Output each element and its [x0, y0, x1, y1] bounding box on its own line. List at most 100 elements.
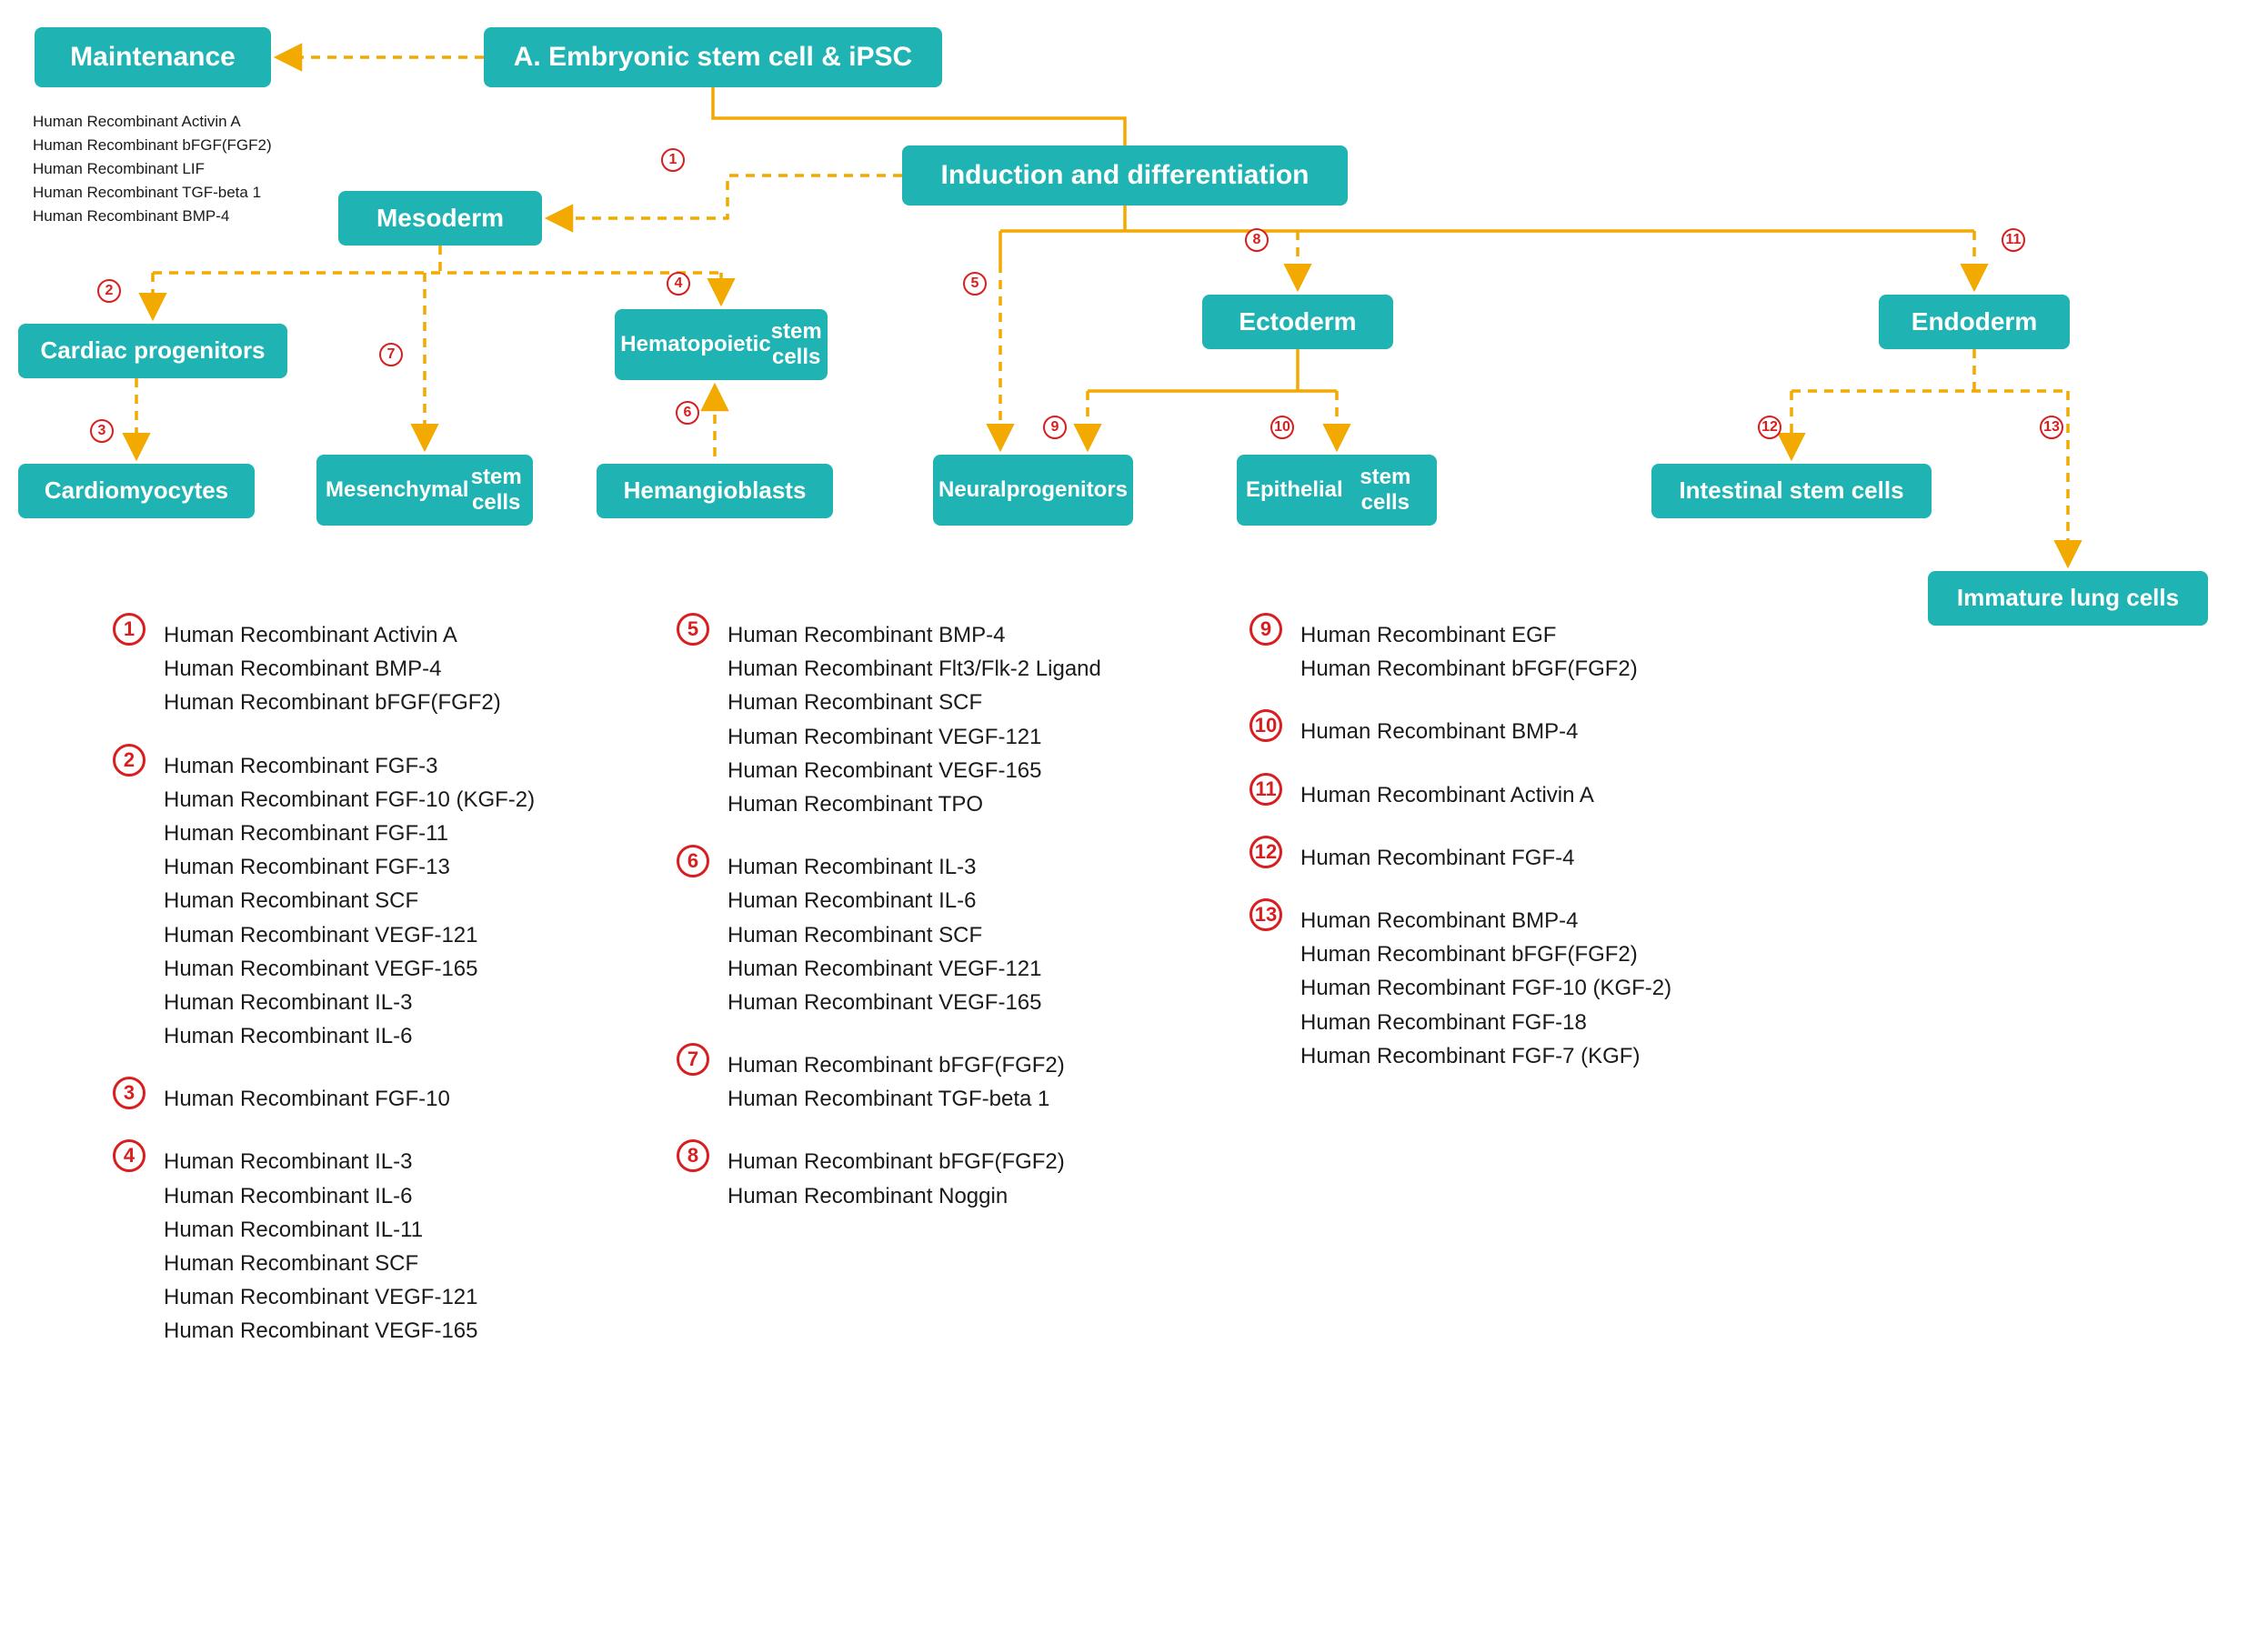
factor-item: Human Recombinant IL-6 [164, 1179, 535, 1213]
factor-item: Human Recombinant Flt3/Flk-2 Ligand [728, 652, 1101, 686]
factor-group-3: 3Human Recombinant FGF-10 [164, 1082, 535, 1116]
factor-group-10: 10Human Recombinant BMP-4 [1300, 715, 1671, 748]
edge-root-to-induction [713, 87, 1125, 145]
factor-item: Human Recombinant FGF-3 [164, 749, 535, 783]
factor-column: 1Human Recombinant Activin AHuman Recomb… [164, 618, 535, 1378]
edge-induction-to-mesoderm [549, 175, 902, 218]
factor-group-12: 12Human Recombinant FGF-4 [1300, 841, 1671, 875]
factor-item: Human Recombinant IL-3 [164, 1145, 535, 1178]
factor-item: Human Recombinant SCF [164, 884, 535, 917]
factor-item: Human Recombinant BMP-4 [164, 652, 535, 686]
factor-item: Human Recombinant IL-6 [728, 884, 1101, 917]
factor-column: 9Human Recombinant EGFHuman Recombinant … [1300, 618, 1671, 1102]
factor-group-9: 9Human Recombinant EGFHuman Recombinant … [1300, 618, 1671, 686]
node-root: A. Embryonic stem cell & iPSC [484, 27, 942, 87]
factor-group-7: 7Human Recombinant bFGF(FGF2)Human Recom… [728, 1048, 1101, 1116]
node-ectoderm: Ectoderm [1202, 295, 1393, 349]
maintenance-item: Human Recombinant LIF [33, 160, 205, 178]
factor-marker-11: 11 [1249, 773, 1282, 806]
factor-item: Human Recombinant IL-3 [164, 986, 535, 1019]
factor-item: Human Recombinant FGF-10 (KGF-2) [164, 783, 535, 817]
factor-group-1: 1Human Recombinant Activin AHuman Recomb… [164, 618, 535, 720]
factor-marker-12: 12 [1249, 836, 1282, 868]
factor-item: Human Recombinant VEGF-121 [164, 918, 535, 952]
node-epithelial: Epithelialstem cells [1237, 455, 1437, 526]
node-hemangioblasts: Hemangioblasts [597, 464, 833, 518]
maintenance-item: Human Recombinant Activin A [33, 113, 241, 131]
factor-marker-9: 9 [1249, 613, 1282, 646]
edge-marker-11: 11 [2002, 228, 2025, 252]
factor-item: Human Recombinant IL-11 [164, 1213, 535, 1247]
factor-marker-3: 3 [113, 1077, 146, 1109]
factor-marker-5: 5 [677, 613, 709, 646]
edge-marker-1: 1 [661, 148, 685, 172]
factor-item: Human Recombinant IL-6 [164, 1019, 535, 1053]
edge-marker-3: 3 [90, 419, 114, 443]
edge-marker-6: 6 [676, 401, 699, 425]
factor-item: Human Recombinant EGF [1300, 618, 1671, 652]
maintenance-item: Human Recombinant bFGF(FGF2) [33, 136, 272, 155]
factor-item: Human Recombinant TPO [728, 787, 1101, 821]
factor-marker-2: 2 [113, 744, 146, 777]
factor-item: Human Recombinant FGF-18 [1300, 1006, 1671, 1039]
node-intestinal: Intestinal stem cells [1651, 464, 1932, 518]
node-msc: Mesenchymalstem cells [316, 455, 533, 526]
factor-group-2: 2Human Recombinant FGF-3Human Recombinan… [164, 749, 535, 1054]
factor-group-5: 5Human Recombinant BMP-4Human Recombinan… [728, 618, 1101, 821]
factor-item: Human Recombinant VEGF-121 [728, 720, 1101, 754]
node-cardiomyocytes: Cardiomyocytes [18, 464, 255, 518]
factor-item: Human Recombinant VEGF-165 [164, 952, 535, 986]
factor-item: Human Recombinant FGF-11 [164, 817, 535, 850]
node-induction: Induction and differentiation [902, 145, 1348, 206]
factor-item: Human Recombinant FGF-4 [1300, 841, 1671, 875]
factor-group-4: 4Human Recombinant IL-3Human Recombinant… [164, 1145, 535, 1348]
factor-item: Human Recombinant SCF [728, 918, 1101, 952]
factor-item: Human Recombinant bFGF(FGF2) [728, 1145, 1101, 1178]
node-hsc: Hematopoieticstem cells [615, 309, 828, 380]
edge-marker-10: 10 [1270, 416, 1294, 439]
edge-marker-4: 4 [667, 272, 690, 296]
factor-item: Human Recombinant Noggin [728, 1179, 1101, 1213]
node-neural_prog: Neuralprogenitors [933, 455, 1133, 526]
factor-item: Human Recombinant TGF-beta 1 [728, 1082, 1101, 1116]
factor-item: Human Recombinant bFGF(FGF2) [1300, 937, 1671, 971]
edge-marker-7: 7 [379, 343, 403, 366]
factor-item: Human Recombinant Activin A [1300, 778, 1671, 812]
edge-marker-5: 5 [963, 272, 987, 296]
factor-item: Human Recombinant bFGF(FGF2) [164, 686, 535, 719]
factor-item: Human Recombinant FGF-13 [164, 850, 535, 884]
factor-item: Human Recombinant FGF-10 (KGF-2) [1300, 971, 1671, 1005]
factor-item: Human Recombinant bFGF(FGF2) [728, 1048, 1101, 1082]
factor-item: Human Recombinant BMP-4 [1300, 715, 1671, 748]
factor-marker-1: 1 [113, 613, 146, 646]
node-mesoderm: Mesoderm [338, 191, 542, 246]
factor-item: Human Recombinant BMP-4 [728, 618, 1101, 652]
factor-item: Human Recombinant VEGF-121 [164, 1280, 535, 1314]
factor-item: Human Recombinant SCF [728, 686, 1101, 719]
factor-marker-13: 13 [1249, 898, 1282, 931]
factor-item: Human Recombinant VEGF-165 [728, 754, 1101, 787]
node-maintenance: Maintenance [35, 27, 271, 87]
edge-marker-12: 12 [1758, 416, 1781, 439]
factor-item: Human Recombinant FGF-7 (KGF) [1300, 1039, 1671, 1073]
factor-item: Human Recombinant Activin A [164, 618, 535, 652]
factor-item: Human Recombinant VEGF-121 [728, 952, 1101, 986]
factor-group-8: 8Human Recombinant bFGF(FGF2)Human Recom… [728, 1145, 1101, 1212]
factor-group-11: 11Human Recombinant Activin A [1300, 778, 1671, 812]
maintenance-item: Human Recombinant TGF-beta 1 [33, 184, 261, 202]
edge-marker-8: 8 [1245, 228, 1269, 252]
factor-item: Human Recombinant FGF-10 [164, 1082, 535, 1116]
edge-marker-13: 13 [2040, 416, 2063, 439]
maintenance-item: Human Recombinant BMP-4 [33, 207, 229, 226]
factor-group-13: 13Human Recombinant BMP-4Human Recombina… [1300, 904, 1671, 1073]
factor-column: 5Human Recombinant BMP-4Human Recombinan… [728, 618, 1101, 1242]
edge-marker-2: 2 [97, 279, 121, 303]
factor-item: Human Recombinant BMP-4 [1300, 904, 1671, 937]
factor-item: Human Recombinant bFGF(FGF2) [1300, 652, 1671, 686]
factor-item: Human Recombinant IL-3 [728, 850, 1101, 884]
node-cardiac_prog: Cardiac progenitors [18, 324, 287, 378]
factor-marker-7: 7 [677, 1043, 709, 1076]
factor-item: Human Recombinant VEGF-165 [728, 986, 1101, 1019]
factor-item: Human Recombinant VEGF-165 [164, 1314, 535, 1348]
factor-item: Human Recombinant SCF [164, 1247, 535, 1280]
